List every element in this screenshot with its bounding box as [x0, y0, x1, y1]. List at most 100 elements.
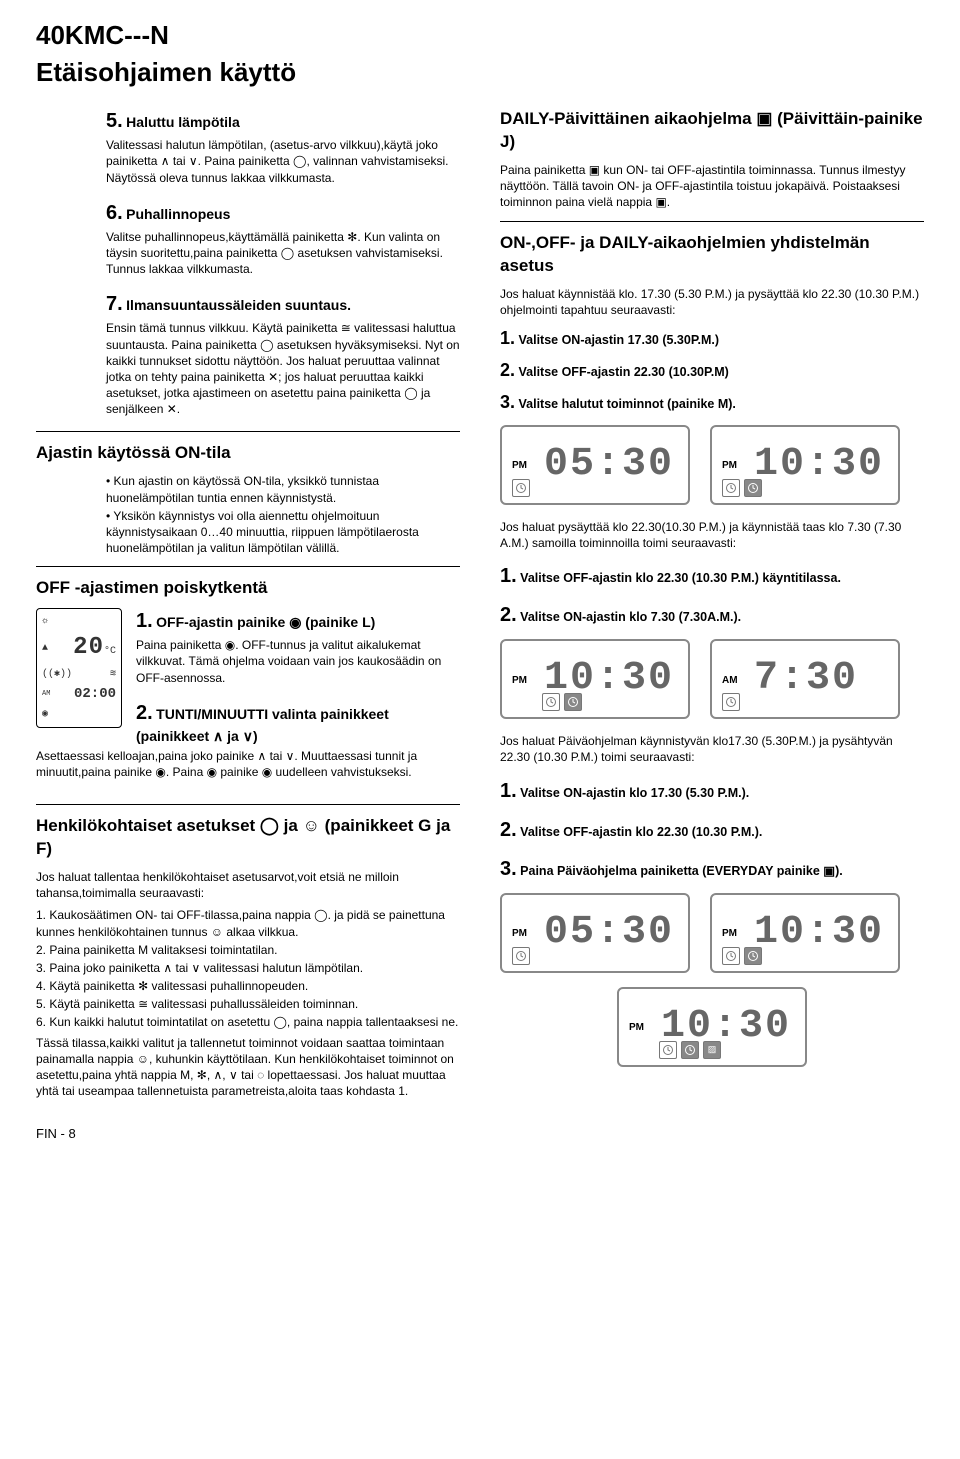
section-5: 5. Haluttu lämpötila Valitessasi halutun…	[106, 108, 460, 186]
step-text: Valitse ON-ajastin klo 17.30 (5.30 P.M.)…	[520, 786, 749, 800]
step-text: Valitse OFF-ajastin 22.30 (10.30P.M)	[519, 365, 729, 379]
display-ampm: AM	[42, 690, 50, 699]
lcd-display: PM 10:30	[710, 893, 900, 973]
lcd-row: PM 05:30 PM 10:30	[500, 893, 924, 973]
lcd-display: PM 05:30	[500, 893, 690, 973]
clock-icon	[659, 1041, 677, 1059]
clock-icon	[512, 947, 530, 965]
clock-icon	[722, 479, 740, 497]
combined-heading: ON-,OFF- ja DAILY-aikaohjelmien yhdistel…	[500, 232, 924, 278]
lcd-ampm: PM	[722, 459, 737, 473]
lcd-row: PM 10:30 ▨	[500, 987, 924, 1067]
lcd-timer-icons	[542, 693, 582, 711]
section-5-num: 5.	[106, 110, 123, 132]
timer-on-b1: • Kun ajastin on käytössä ON-tila, yksik…	[106, 473, 460, 505]
off-s2-label: TUNTI/MINUUTTI valinta painikkeet (paini…	[136, 706, 389, 744]
step-num: 2.	[500, 604, 517, 626]
lcd-digits: 10:30	[754, 438, 884, 492]
clock-icon	[744, 479, 762, 497]
personal-step: 2. Paina painiketta M valitaksesi toimin…	[36, 942, 460, 958]
lcd-ampm: AM	[722, 674, 738, 688]
timer-on-heading: Ajastin käytössä ON-tila	[36, 442, 460, 465]
clock-icon	[744, 947, 762, 965]
section-6-num: 6.	[106, 202, 123, 224]
section-6: 6. Puhallinnopeus Valitse puhallinnopeus…	[106, 200, 460, 278]
step-text: Valitse OFF-ajastin klo 22.30 (10.30 P.M…	[520, 571, 841, 585]
lcd-row: PM 10:30 AM 7:30	[500, 639, 924, 719]
lcd-digits: 05:30	[544, 438, 674, 492]
clock-icon	[542, 693, 560, 711]
section-6-body: Valitse puhallinnopeus,käyttämällä paini…	[106, 229, 460, 278]
step-line: 1. Valitse ON-ajastin klo 17.30 (5.30 P.…	[500, 778, 924, 805]
step-text: Valitse OFF-ajastin klo 22.30 (10.30 P.M…	[520, 825, 762, 839]
clock-icon	[681, 1041, 699, 1059]
display-temp: 20	[73, 634, 104, 661]
model-code: 40KMC---N	[36, 18, 924, 53]
timer-icon: ◉	[42, 709, 48, 720]
step-line: 2. Valitse OFF-ajastin klo 22.30 (10.30 …	[500, 817, 924, 844]
section-7-num: 7.	[106, 293, 123, 315]
step-line: 3. Paina Päiväohjelma painiketta (EVERYD…	[500, 856, 924, 883]
page-header: 40KMC---N Etäisohjaimen käyttö	[36, 18, 924, 90]
personal-step: 5. Käytä painiketta ≅ valitessasi puhall…	[36, 996, 460, 1012]
step-num: 3.	[500, 858, 517, 880]
section-5-label: Haluttu lämpötila	[126, 114, 240, 130]
sun-icon: ☼	[42, 615, 48, 629]
off-s1-num: 1.	[136, 610, 153, 632]
lcd-display: PM 10:30 ▨	[617, 987, 807, 1067]
lcd-digits: 10:30	[754, 906, 884, 960]
step-line: 3. Valitse halutut toiminnot (painike M)…	[500, 390, 924, 414]
section-6-label: Puhallinnopeus	[126, 206, 230, 222]
step-text: Valitse ON-ajastin klo 7.30 (7.30A.M.).	[520, 610, 741, 624]
left-column: 5. Haluttu lämpötila Valitessasi halutun…	[36, 108, 460, 1099]
step-text: Valitse ON-ajastin 17.30 (5.30P.M.)	[519, 333, 720, 347]
off-s2-num: 2.	[136, 702, 153, 724]
lcd-timer-icons	[722, 479, 762, 497]
personal-steps: 1. Kaukosäätimen ON- tai OFF-tilassa,pai…	[36, 907, 460, 1030]
lcd-ampm: PM	[512, 927, 527, 941]
lcd-digits: 05:30	[544, 906, 674, 960]
louvre-icon: ≋	[110, 668, 116, 682]
section-7: 7. Ilmansuuntaussäleiden suuntaus. Ensin…	[106, 291, 460, 417]
section-5-body: Valitessasi halutun lämpötilan, (asetus-…	[106, 137, 460, 186]
step-num: 2.	[500, 360, 515, 380]
step-line: 1. Valitse OFF-ajastin klo 22.30 (10.30 …	[500, 563, 924, 590]
lcd-digits: 7:30	[754, 652, 858, 706]
lcd-display: PM 10:30	[710, 425, 900, 505]
lcd-display: PM 10:30	[500, 639, 690, 719]
off-s2-body: Asettaessasi kelloajan,paina joko painik…	[36, 748, 460, 780]
combined-body: Jos haluat käynnistää klo. 17.30 (5.30 P…	[500, 286, 924, 318]
timer-on-b2: • Yksikön käynnistys voi olla aiennettu …	[106, 508, 460, 557]
daily-body: Paina painiketta ▣ kun ON- tai OFF-ajast…	[500, 162, 924, 211]
remote-display-icon: ☼ ▲ 20°C ((✱)) ≋ AM 02:00 ◉	[36, 608, 122, 728]
display-unit: °C	[104, 646, 116, 657]
off-timer-heading: OFF -ajastimen poiskytkentä	[36, 577, 460, 600]
daily-icon: ▨	[703, 1041, 721, 1059]
step-text: Valitse halutut toiminnot (painike M).	[519, 397, 736, 411]
fan-icon: ((✱))	[42, 668, 72, 682]
section-7-body: Ensin tämä tunnus vilkkuu. Käytä painike…	[106, 320, 460, 417]
personal-step: 1. Kaukosäätimen ON- tai OFF-tilassa,pai…	[36, 907, 460, 939]
lcd-ampm: PM	[512, 459, 527, 473]
lcd-display: AM 7:30	[710, 639, 900, 719]
right-column: DAILY-Päivittäinen aikaohjelma ▣ (Päivit…	[500, 108, 924, 1099]
page-title: Etäisohjaimen käyttö	[36, 55, 924, 90]
step-num: 2.	[500, 819, 517, 841]
step-num: 3.	[500, 392, 515, 412]
page-footer: FIN - 8	[36, 1125, 924, 1143]
mid-text-2: Jos haluat Päiväohjelman käynnistyvän kl…	[500, 733, 924, 765]
off-s1-label: OFF-ajastin painike ◉ (painike L)	[156, 614, 375, 630]
lcd-timer-icons: ▨	[659, 1041, 721, 1059]
arrow-up-icon: ▲	[42, 642, 48, 656]
lcd-timer-icons	[512, 947, 530, 965]
step-text: Paina Päiväohjelma painiketta (EVERYDAY …	[520, 864, 843, 878]
personal-tail: Tässä tilassa,kaikki valitut ja tallenne…	[36, 1035, 460, 1100]
personal-intro: Jos haluat tallentaa henkilökohtaiset as…	[36, 869, 460, 901]
personal-heading: Henkilökohtaiset asetukset ◯ ja ☺ (paini…	[36, 815, 460, 861]
mid-text-1: Jos haluat pysäyttää klo 22.30(10.30 P.M…	[500, 519, 924, 551]
step-num: 1.	[500, 780, 517, 802]
lcd-display: PM 05:30	[500, 425, 690, 505]
daily-heading: DAILY-Päivittäinen aikaohjelma ▣ (Päivit…	[500, 108, 924, 154]
lcd-ampm: PM	[629, 1021, 644, 1035]
lcd-ampm: PM	[722, 927, 737, 941]
